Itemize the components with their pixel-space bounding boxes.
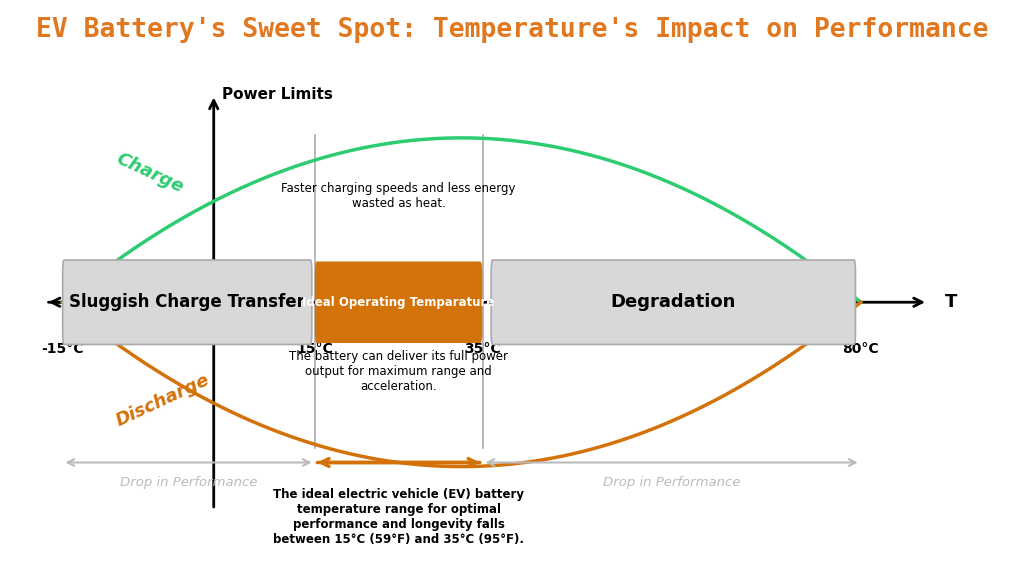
Text: Power Limits: Power Limits <box>222 88 333 103</box>
Text: T: T <box>945 293 957 311</box>
Text: The ideal electric vehicle (EV) battery
temperature range for optimal
performanc: The ideal electric vehicle (EV) battery … <box>273 488 524 546</box>
Text: Charge: Charge <box>113 150 186 197</box>
FancyBboxPatch shape <box>315 262 481 342</box>
Text: EV Battery's Sweet Spot: Temperature's Impact on Performance: EV Battery's Sweet Spot: Temperature's I… <box>36 17 988 43</box>
Text: Degradation: Degradation <box>610 293 736 311</box>
Text: Drop in Performance: Drop in Performance <box>120 476 257 488</box>
Text: Discharge: Discharge <box>113 371 213 430</box>
FancyBboxPatch shape <box>62 260 312 344</box>
Text: The battery can deliver its full power
output for maximum range and
acceleration: The battery can deliver its full power o… <box>289 350 508 393</box>
Text: Ideal Operating Temparature: Ideal Operating Temparature <box>302 295 495 309</box>
Text: -15°C: -15°C <box>41 342 84 357</box>
Text: Sluggish Charge Transfer: Sluggish Charge Transfer <box>70 293 305 311</box>
FancyBboxPatch shape <box>492 260 855 344</box>
Text: Faster charging speeds and less energy
wasted as heat.: Faster charging speeds and less energy w… <box>282 182 516 210</box>
Text: 15°C: 15°C <box>296 342 333 357</box>
Text: Drop in Performance: Drop in Performance <box>603 476 740 488</box>
Text: 80°C: 80°C <box>843 342 879 357</box>
Text: 35°C: 35°C <box>464 342 501 357</box>
